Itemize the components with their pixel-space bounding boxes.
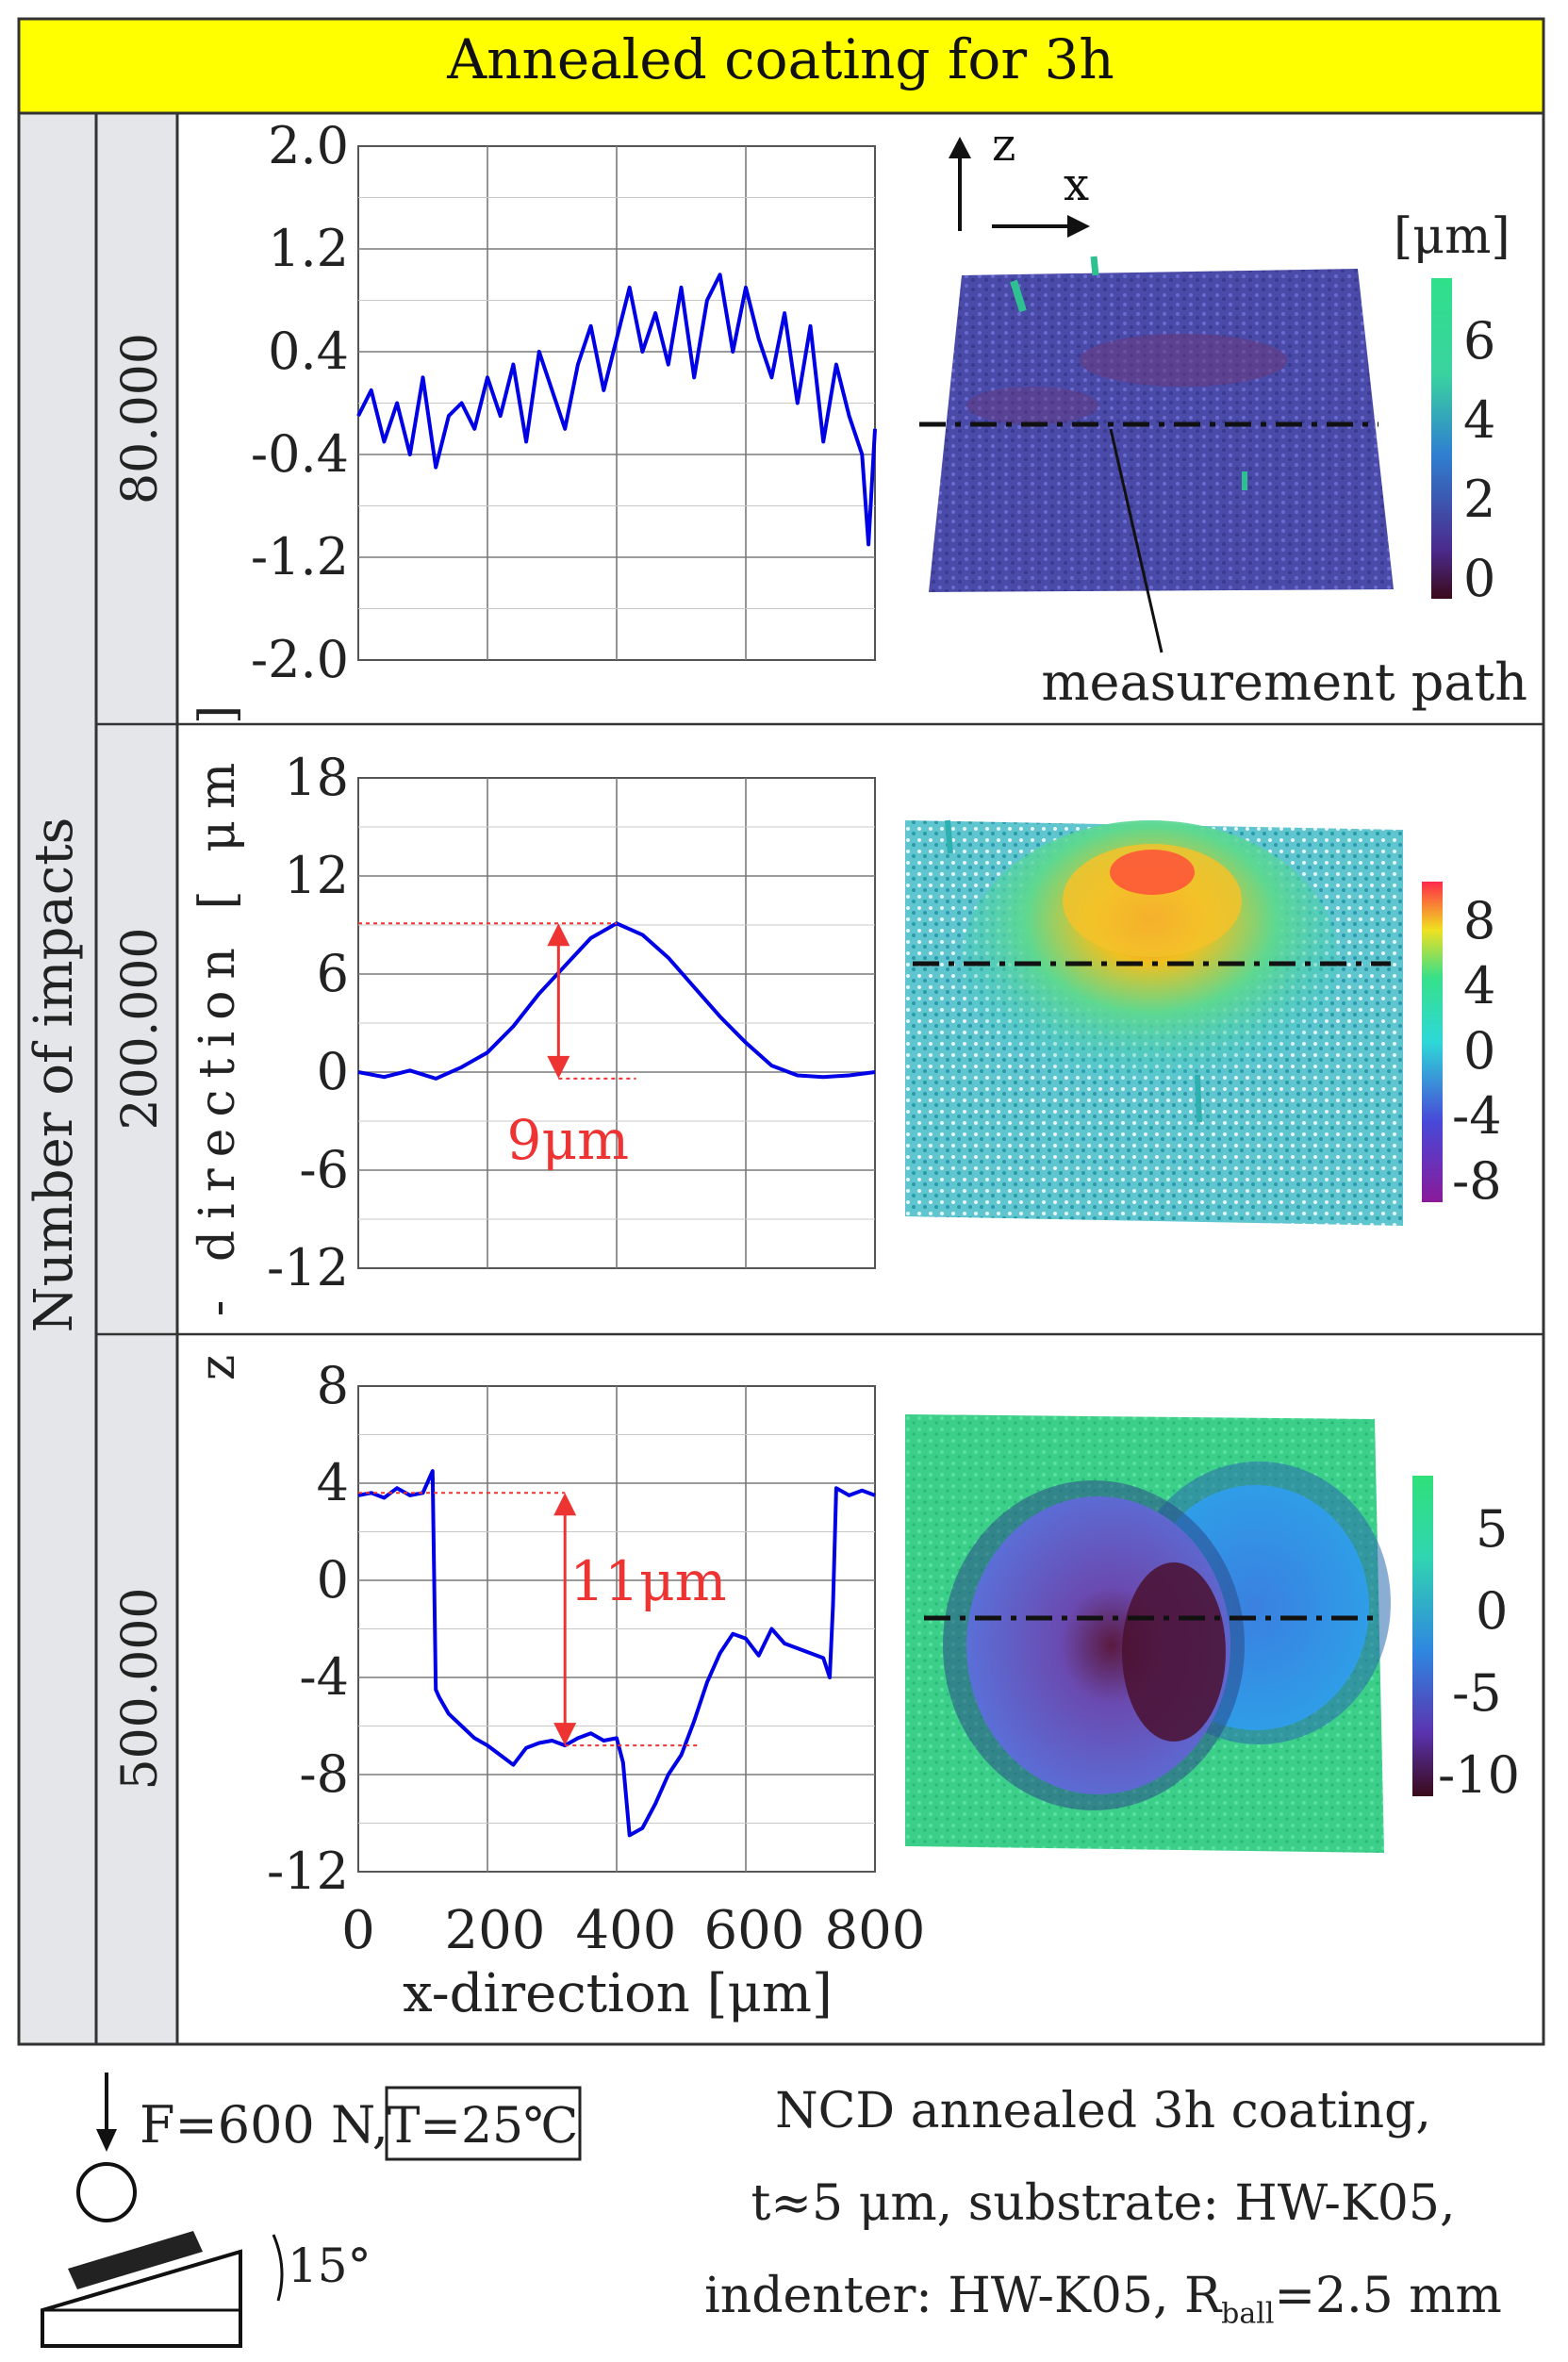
x-tick-800: 800 (825, 1900, 926, 1961)
number-of-impacts-label: Number of impacts (24, 818, 85, 1333)
surface-shade-2 (966, 387, 1098, 424)
x-tick-200: 200 (445, 1900, 546, 1961)
force-arrow-head (96, 2129, 117, 2152)
colorbar-tick: -8 (1452, 1151, 1502, 1211)
surface-plane-flat (929, 269, 1394, 592)
bump-peak (1063, 844, 1242, 957)
colorbar-tick: 0 (1476, 1581, 1508, 1641)
profile-line (357, 1469, 876, 1838)
annotation-label: 11μm (569, 1549, 727, 1613)
row-label-80000: 80.000 (112, 333, 169, 504)
test-setup-schematic: F=600 N, T=25℃ 15° (41, 2073, 582, 2348)
surface-map-500000: 5 0 -5 -10 (905, 1414, 1520, 1853)
y-tick-label: -0.4 (251, 424, 349, 484)
y-tick-label: 18 (284, 748, 349, 807)
bump-hill (962, 820, 1339, 1103)
profile-plot-200000: 18 12 6 0 -6 -12 9μm (267, 748, 876, 1297)
annotation-arrowhead-top (553, 1493, 577, 1516)
y-tick-label: 2.0 (268, 116, 349, 175)
y-tick-label: 4 (317, 1453, 349, 1512)
x-tick-600: 600 (704, 1900, 805, 1961)
y-tick-label: -12 (267, 1238, 349, 1297)
colorbar-tick: 0 (1463, 549, 1495, 608)
profile-plot-80000: 2.0 1.2 0.4 -0.4 -1.2 -2.0 (251, 116, 877, 689)
y-tick-label: -8 (299, 1744, 349, 1804)
y-tick-label: -2.0 (251, 630, 349, 689)
colorbar-tick: 5 (1476, 1499, 1508, 1559)
specimen (68, 2231, 203, 2289)
x-axis-letter: x (1064, 158, 1089, 211)
colorbar-200000 (1422, 882, 1443, 1202)
y-axis-label: z - direction [ μm ] (190, 694, 246, 1380)
caption-line-3: indenter: HW-K05, Rball=2.5 mm (704, 2268, 1502, 2331)
surface-map-80000: z x measurement path [μm] 6 4 2 0 (919, 119, 1527, 712)
colorbar-tick: 0 (1463, 1021, 1495, 1081)
colorbar-500000 (1412, 1476, 1433, 1796)
profile-plot-500000: 8 4 0 -4 -8 -12 11μm (267, 1356, 876, 1901)
surface-map-200000: 8 4 0 -4 -8 (905, 819, 1502, 1226)
row-label-200000: 200.000 (112, 927, 169, 1130)
figure-caption: NCD annealed 3h coating, t≈5 μm, substra… (660, 2065, 1546, 2360)
y-tick-label: 12 (284, 846, 349, 905)
colorbar-tick: -4 (1452, 1086, 1502, 1146)
profile-line (356, 273, 877, 547)
y-tick-label: 0 (317, 1550, 349, 1610)
surface-spike (945, 819, 953, 854)
row-label-500000: 500.000 (112, 1587, 169, 1790)
measurement-path-label: measurement path (1041, 652, 1527, 712)
y-tick-label: 0 (317, 1042, 349, 1101)
colorbar-unit: [μm] (1394, 208, 1510, 265)
y-tick-label: 1.2 (268, 219, 349, 278)
caption-line-1: NCD annealed 3h coating, (775, 2083, 1431, 2139)
y-tick-label: 0.4 (268, 322, 349, 381)
temperature-box (385, 2086, 582, 2161)
x-tick-0: 0 (341, 1900, 375, 1961)
colorbar-tick: 4 (1463, 390, 1495, 450)
measurement-path-pointer (1109, 428, 1164, 653)
bump-top (1110, 850, 1195, 895)
surface-spike (1195, 1074, 1202, 1123)
crater-deep-zone (1122, 1562, 1226, 1742)
y-tick-label: 8 (317, 1356, 349, 1415)
z-arrow-head (949, 137, 971, 158)
x-arrow-head (1067, 215, 1090, 238)
y-tick-label: -4 (299, 1647, 349, 1707)
header-title: Annealed coating for 3h (446, 27, 1114, 91)
header-band (17, 17, 1545, 115)
surface-spike (1090, 256, 1099, 276)
annotation-arrowhead-bottom (553, 1723, 577, 1746)
colorbar-tick: 6 (1463, 311, 1495, 371)
impacts-column (94, 111, 179, 2046)
side-label-column (17, 111, 98, 2046)
x-tick-400: 400 (576, 1900, 677, 1961)
colorbar-tick: -10 (1438, 1745, 1520, 1805)
y-tick-label: -6 (299, 1140, 349, 1199)
x-axis-label: x-direction [μm] (403, 1963, 833, 2024)
colorbar-tick: 4 (1463, 956, 1495, 1016)
colorbar-80000 (1431, 278, 1452, 599)
angle-label: 15° (288, 2238, 371, 2293)
caption-line-2: t≈5 μm, substrate: HW-K05, (751, 2175, 1456, 2232)
colorbar-tick: -5 (1452, 1663, 1502, 1723)
colorbar-tick: 8 (1463, 891, 1495, 950)
annotation-label: 9μm (507, 1108, 630, 1172)
angle-arc (272, 2234, 284, 2302)
force-label: F=600 N, (140, 2095, 388, 2155)
incline-base (41, 2249, 242, 2348)
y-tick-label: -12 (267, 1842, 349, 1901)
y-tick-label: 6 (317, 944, 349, 1003)
colorbar-tick: 2 (1463, 470, 1495, 529)
surface-shade-1 (1080, 334, 1287, 387)
annotation-arrowhead-top (547, 923, 570, 947)
z-axis-letter: z (992, 119, 1015, 172)
annotation-arrowhead-bottom (547, 1055, 570, 1079)
surface-spike (1010, 279, 1027, 313)
indenter-ball (76, 2162, 137, 2222)
temperature-label: T=25℃ (388, 2098, 579, 2155)
y-tick-label: -1.2 (251, 527, 349, 586)
